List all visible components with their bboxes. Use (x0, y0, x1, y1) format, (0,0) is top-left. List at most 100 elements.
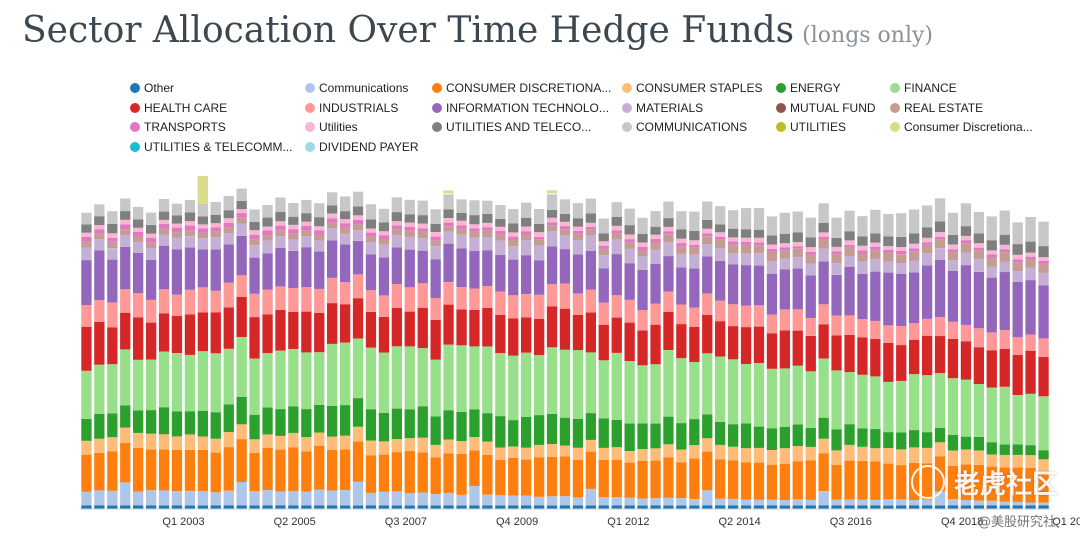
bar-segment[interactable] (728, 424, 739, 447)
bar-segment[interactable] (624, 322, 635, 362)
bar-segment[interactable] (973, 328, 984, 348)
bar-segment[interactable] (689, 254, 700, 269)
bar-segment[interactable] (740, 327, 752, 364)
bar-segment[interactable] (197, 410, 208, 437)
bar-segment[interactable] (417, 348, 428, 407)
bar-segment[interactable] (559, 456, 571, 497)
bar-segment[interactable] (430, 457, 441, 495)
bar-segment[interactable] (611, 233, 622, 240)
bar-segment[interactable] (766, 244, 778, 249)
bar-segment[interactable] (352, 191, 364, 207)
legend-item[interactable]: Utilities (305, 120, 358, 134)
bar-segment[interactable] (546, 222, 558, 226)
bar-segment[interactable] (197, 175, 208, 204)
bar-segment[interactable] (223, 505, 234, 510)
bar-segment[interactable] (870, 429, 881, 449)
bar-segment[interactable] (391, 491, 402, 506)
bar-segment[interactable] (1025, 502, 1036, 506)
bar-segment[interactable] (779, 427, 790, 449)
bar-segment[interactable] (236, 505, 247, 510)
bar-segment[interactable] (107, 302, 118, 328)
bar-segment[interactable] (495, 231, 506, 235)
bar-segment[interactable] (327, 218, 338, 223)
bar-segment[interactable] (598, 302, 609, 325)
bar-segment[interactable] (857, 428, 868, 447)
bar-segment[interactable] (223, 196, 234, 211)
bar-segment[interactable] (689, 211, 700, 231)
bar-segment[interactable] (896, 505, 907, 510)
bar-segment[interactable] (107, 327, 118, 365)
bar-segment[interactable] (960, 240, 972, 244)
bar-segment[interactable] (650, 460, 661, 499)
bar-segment[interactable] (947, 249, 959, 253)
bar-segment[interactable] (534, 355, 545, 416)
bar-segment[interactable] (469, 231, 480, 238)
bar-segment[interactable] (365, 242, 377, 255)
bar-segment[interactable] (611, 225, 622, 231)
bar-segment[interactable] (676, 324, 687, 359)
bar-segment[interactable] (365, 347, 377, 410)
bar-segment[interactable] (352, 224, 364, 231)
bar-segment[interactable] (133, 293, 144, 318)
bar-segment[interactable] (443, 505, 454, 510)
bar-segment[interactable] (986, 216, 997, 241)
bar-segment[interactable] (133, 219, 144, 228)
bar-segment[interactable] (430, 445, 441, 458)
bar-segment[interactable] (702, 233, 713, 237)
bar-segment[interactable] (909, 272, 920, 324)
bar-segment[interactable] (223, 404, 234, 433)
bar-segment[interactable] (960, 449, 972, 465)
bar-segment[interactable] (171, 227, 183, 233)
bar-segment[interactable] (146, 322, 157, 360)
bar-segment[interactable] (896, 326, 907, 345)
bar-segment[interactable] (301, 352, 312, 410)
bar-segment[interactable] (404, 236, 415, 250)
bar-segment[interactable] (572, 230, 584, 234)
bar-segment[interactable] (689, 327, 700, 362)
bar-segment[interactable] (404, 222, 415, 227)
bar-segment[interactable] (365, 228, 377, 233)
bar-segment[interactable] (922, 237, 933, 243)
bar-segment[interactable] (275, 435, 286, 450)
bar-segment[interactable] (999, 249, 1010, 252)
bar-segment[interactable] (572, 218, 584, 227)
bar-segment[interactable] (909, 447, 920, 463)
bar-segment[interactable] (922, 432, 933, 448)
bar-segment[interactable] (430, 319, 441, 360)
bar-segment[interactable] (986, 454, 997, 467)
bar-segment[interactable] (197, 232, 208, 239)
bar-segment[interactable] (210, 353, 221, 413)
bar-segment[interactable] (559, 199, 571, 214)
bar-segment[interactable] (844, 460, 855, 500)
bar-segment[interactable] (184, 434, 196, 450)
bar-segment[interactable] (288, 505, 299, 510)
bar-segment[interactable] (973, 450, 984, 465)
bar-segment[interactable] (1012, 395, 1023, 445)
bar-segment[interactable] (133, 227, 144, 232)
bar-segment[interactable] (728, 237, 739, 242)
bar-segment[interactable] (598, 324, 609, 361)
bar-segment[interactable] (663, 444, 674, 458)
bar-segment[interactable] (288, 312, 299, 349)
bar-segment[interactable] (340, 342, 351, 406)
bar-segment[interactable] (417, 283, 428, 308)
bar-segment[interactable] (210, 312, 221, 354)
bar-segment[interactable] (94, 216, 105, 226)
bar-segment[interactable] (637, 217, 648, 234)
bar-segment[interactable] (469, 224, 480, 229)
bar-segment[interactable] (223, 210, 234, 219)
bar-segment[interactable] (534, 457, 545, 497)
bar-segment[interactable] (1025, 334, 1036, 351)
bar-segment[interactable] (818, 505, 829, 510)
bar-segment[interactable] (417, 215, 428, 224)
bar-segment[interactable] (947, 244, 959, 250)
bar-segment[interactable] (1012, 354, 1023, 395)
bar-segment[interactable] (947, 499, 959, 506)
bar-segment[interactable] (197, 312, 208, 352)
bar-segment[interactable] (546, 209, 558, 218)
bar-segment[interactable] (378, 505, 390, 510)
bar-segment[interactable] (482, 250, 493, 286)
bar-segment[interactable] (702, 414, 713, 439)
bar-segment[interactable] (676, 246, 687, 254)
bar-segment[interactable] (844, 499, 855, 506)
